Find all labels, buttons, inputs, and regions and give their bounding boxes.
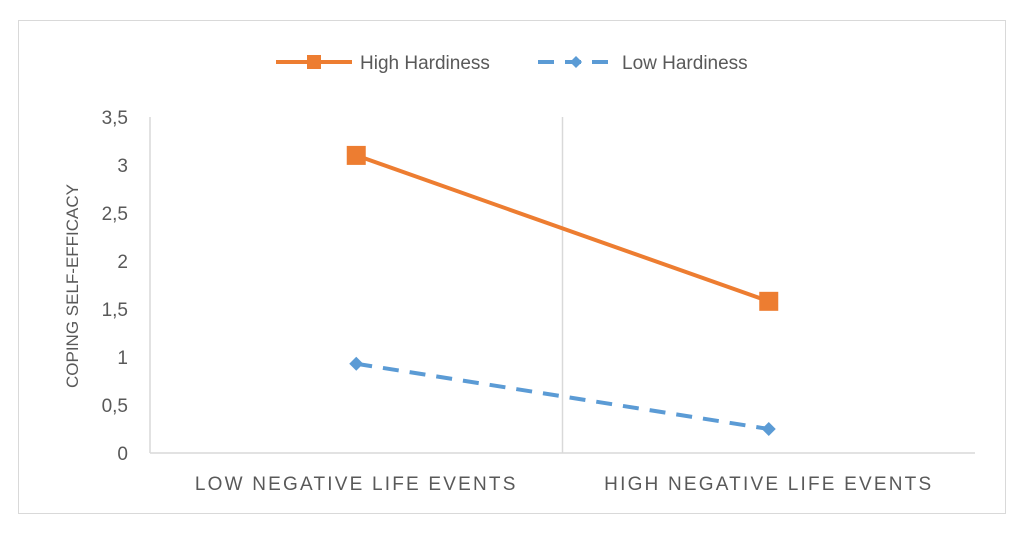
y-tick-label: 0,5	[102, 396, 128, 417]
legend: High Hardiness Low Hardiness	[276, 53, 748, 74]
data-point-square	[346, 145, 366, 165]
legend-label: High Hardiness	[360, 53, 490, 74]
y-axis-title: COPING SELF-EFFICACY	[63, 184, 82, 388]
x-category-label: LOW NEGATIVE LIFE EVENTS	[195, 474, 518, 495]
legend-item: Low Hardiness	[538, 53, 748, 74]
series-low-hardiness	[349, 356, 776, 436]
series-layer	[346, 145, 779, 436]
data-point-diamond	[349, 356, 364, 371]
chart-frame	[18, 20, 1006, 514]
y-tick-label: 3,5	[102, 108, 128, 129]
y-tick-label: 1	[117, 348, 128, 369]
y-tick-label: 2,5	[102, 204, 128, 225]
legend-label: Low Hardiness	[622, 53, 748, 74]
data-point-diamond	[761, 422, 776, 436]
data-point-square	[759, 291, 779, 311]
legend-marker-square	[307, 55, 321, 69]
legend-marker-diamond	[570, 56, 582, 68]
y-tick-label: 2	[117, 252, 128, 273]
series-line	[354, 153, 771, 304]
legend-item: High Hardiness	[276, 53, 490, 74]
y-axis: 0 0,5 1 1,5 2 2,5 3 3,5	[102, 108, 151, 465]
y-tick-label: 1,5	[102, 300, 128, 321]
y-tick-label: 0	[117, 444, 128, 465]
series-high-hardiness	[346, 145, 779, 311]
series-line	[355, 361, 770, 431]
y-tick-label: 3	[117, 156, 128, 177]
x-category-label: HIGH NEGATIVE LIFE EVENTS	[604, 474, 933, 495]
x-axis: LOW NEGATIVE LIFE EVENTS HIGH NEGATIVE LI…	[150, 117, 975, 495]
